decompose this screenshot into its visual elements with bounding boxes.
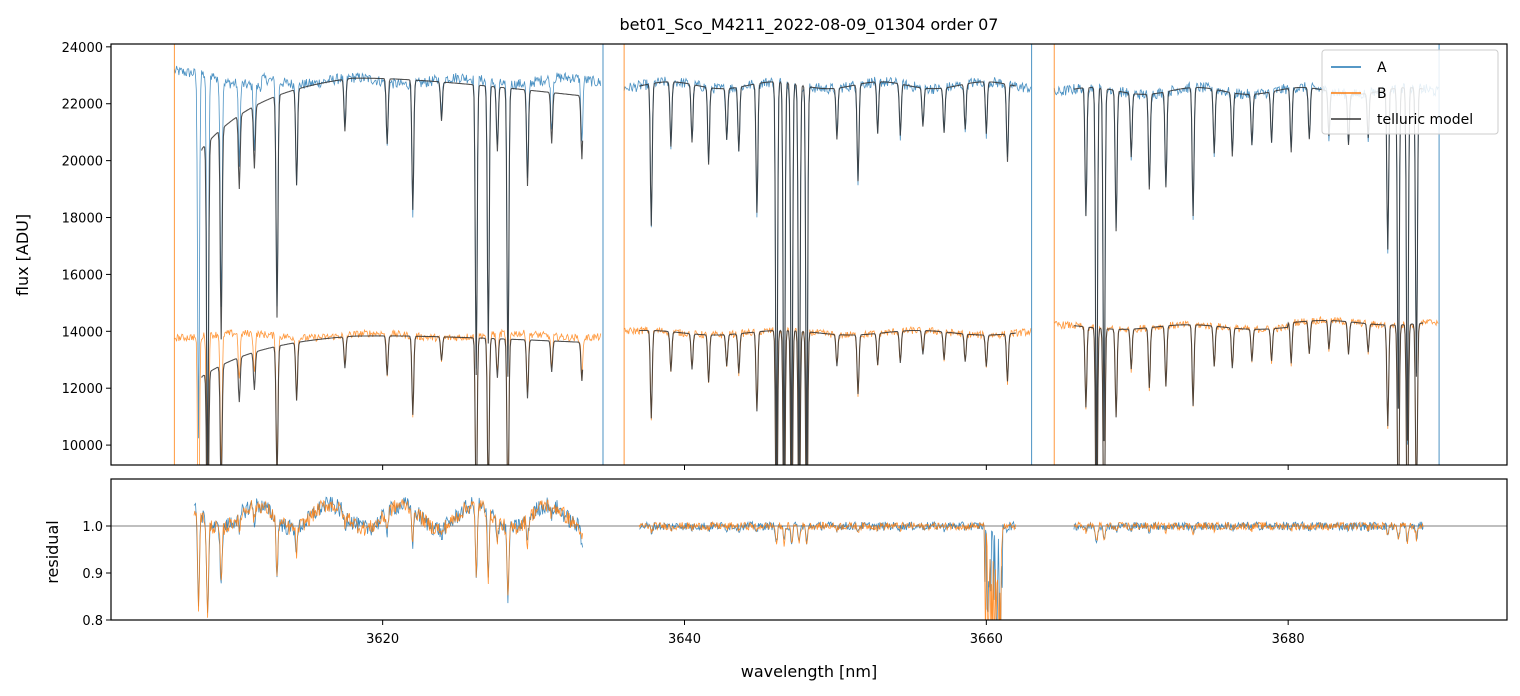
- top-y-tick-label: 12000: [62, 382, 103, 397]
- bottom-y-tick-label: 0.8: [82, 614, 103, 629]
- top-y-tick-label: 18000: [62, 212, 103, 227]
- bottom-series-group: [111, 496, 1507, 620]
- top-y-axis-label: flux [ADU]: [13, 214, 32, 296]
- legend-box: [1321, 49, 1499, 135]
- bottom-x-tick-label: 3620: [366, 632, 399, 647]
- top-y-tick-label: 14000: [62, 325, 103, 340]
- legend: A B telluric model: [1321, 49, 1499, 135]
- top-y-tick-label: 10000: [62, 439, 103, 454]
- legend-label-b: B: [1377, 86, 1387, 102]
- top-panel: 10000 12000 14000 16000 18000 20000 22000 24000…: [13, 41, 1508, 470]
- bottom-y-axis-label: residual: [43, 520, 62, 583]
- bottom-panel: 0.8 0.9 1.0 3620 3640 3660 3680 residual wave…: [43, 478, 1508, 681]
- top-y-tick-label: 22000: [62, 98, 103, 113]
- top-series-group: [173, 44, 1440, 465]
- bottom-x-ticks: 3620 3640 3660 3680: [366, 620, 1305, 647]
- telluric-model-a-line: [201, 77, 1424, 465]
- bottom-y-ticks: 0.8 0.9 1.0: [82, 520, 111, 629]
- bottom-x-tick-label: 3660: [970, 632, 1003, 647]
- bottom-x-tick-label: 3640: [668, 632, 701, 647]
- x-axis-label: wavelength [nm]: [741, 662, 878, 681]
- chart-title: bet01_Sco_M4211_2022-08-09_01304 order 0…: [620, 15, 999, 35]
- top-y-tick-label: 24000: [62, 41, 103, 56]
- top-y-ticks: 10000 12000 14000 16000 18000 20000 22000 24000: [62, 41, 111, 454]
- top-y-tick-label: 16000: [62, 268, 103, 283]
- telluric-model-b-line: [201, 319, 1424, 465]
- bottom-y-tick-label: 1.0: [82, 520, 103, 535]
- bottom-y-tick-label: 0.9: [82, 567, 103, 582]
- bottom-axes-frame: [110, 478, 1508, 621]
- top-axes-frame: [110, 43, 1508, 466]
- top-x-ticks: [382, 465, 1289, 470]
- residual-b-line: [193, 499, 1424, 620]
- legend-label-telluric: telluric model: [1377, 112, 1473, 128]
- top-y-tick-label: 20000: [62, 155, 103, 170]
- bottom-x-tick-label: 3680: [1272, 632, 1305, 647]
- legend-label-a: A: [1377, 60, 1387, 76]
